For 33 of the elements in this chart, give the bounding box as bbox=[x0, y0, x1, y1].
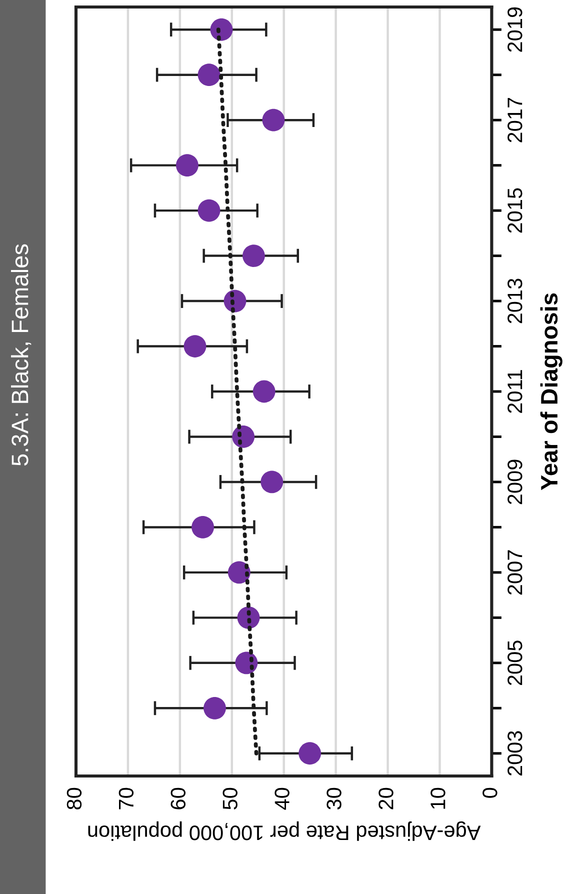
y-tick-label: 2005 bbox=[508, 640, 522, 686]
point bbox=[204, 696, 226, 720]
x-tick-label: 60 bbox=[170, 788, 186, 810]
y-tick-label: 2017 bbox=[508, 98, 522, 142]
point bbox=[198, 199, 220, 222]
x-tick-label: 10 bbox=[430, 788, 446, 809]
point bbox=[184, 335, 206, 358]
x-tick-label: 70 bbox=[118, 788, 134, 810]
x-tick-label: 30 bbox=[326, 788, 342, 810]
point bbox=[210, 18, 233, 41]
x-tick-label: 20 bbox=[378, 788, 394, 810]
y-tick-label: 2007 bbox=[508, 550, 522, 595]
x-axis-title: Age-Adjusted Rate per 100,000 population bbox=[88, 821, 481, 841]
text: 5.3A: Black, Females bbox=[10, 244, 32, 466]
point bbox=[298, 742, 322, 765]
point bbox=[262, 108, 285, 132]
x-tick-label: 40 bbox=[274, 788, 290, 810]
point bbox=[192, 516, 214, 538]
y-axis-title: Year of Diagnosis bbox=[540, 293, 562, 490]
point bbox=[242, 244, 265, 267]
x-tick-label: 0 bbox=[482, 788, 498, 798]
x-tick-label: 80 bbox=[66, 788, 82, 810]
y-tick-label: 2009 bbox=[508, 460, 522, 504]
y-tick-label: 2011 bbox=[508, 370, 522, 413]
y-tick-label: 2003 bbox=[508, 731, 522, 776]
point bbox=[260, 470, 284, 494]
y-tick-label: 2013 bbox=[508, 278, 522, 324]
x-tick-label: 50 bbox=[222, 788, 238, 810]
point bbox=[176, 154, 198, 177]
y-tick-label: 2019 bbox=[508, 7, 522, 52]
point bbox=[252, 380, 276, 403]
point bbox=[198, 64, 220, 86]
y-tick-label: 2015 bbox=[508, 188, 522, 233]
